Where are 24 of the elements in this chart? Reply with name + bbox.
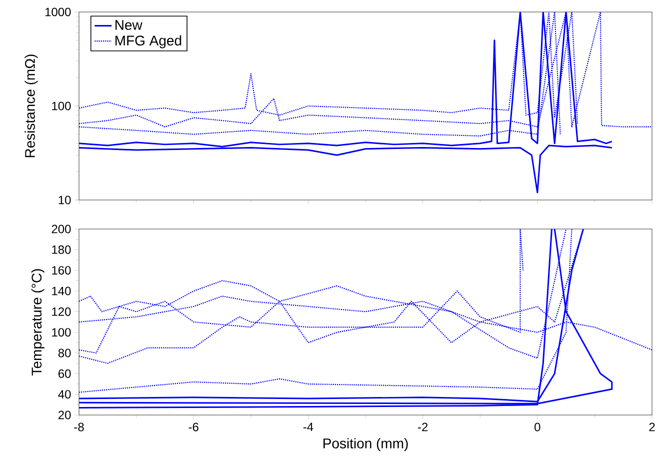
y-tick-label: 180: [52, 245, 71, 254]
x-axis-title: Position (mm): [323, 438, 408, 452]
y-tick-label: 1000: [45, 8, 71, 16]
legend-label: MFG Aged: [116, 35, 182, 48]
y-axis-title: Temperature (°C): [31, 269, 44, 376]
y-tick-label: 200: [52, 224, 71, 234]
y-tick-label: 100: [52, 102, 71, 110]
x-tick-label: -6: [188, 422, 198, 432]
y-axis-title: Resistance (mΩ): [24, 54, 38, 158]
x-tick-label: -4: [303, 422, 314, 432]
y-tick-label: 160: [52, 266, 71, 275]
y-tick-label: 20: [58, 410, 71, 420]
y-tick-label: 80: [58, 348, 71, 358]
y-tick-label: 60: [58, 369, 71, 378]
x-tick-label: -8: [74, 422, 84, 432]
y-tick-label: 100: [52, 328, 71, 337]
x-tick-label: 2: [649, 422, 655, 432]
y-tick-label: 40: [58, 390, 71, 399]
x-tick-label: 0: [534, 422, 540, 432]
y-tick-label: 140: [52, 286, 71, 296]
x-tick-label: -2: [418, 422, 428, 432]
y-tick-label: 120: [52, 307, 71, 316]
y-tick-label: 10: [58, 196, 71, 204]
legend-label: New: [116, 20, 142, 30]
